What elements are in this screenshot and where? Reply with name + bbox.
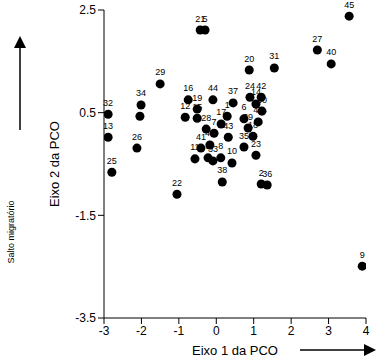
- svg-text:4: 4: [137, 100, 142, 110]
- svg-text:26: 26: [132, 132, 142, 142]
- svg-text:45: 45: [344, 0, 354, 10]
- svg-text:-2: -2: [136, 324, 147, 338]
- svg-text:10: 10: [227, 146, 237, 156]
- svg-text:Eixo 1 da PCO: Eixo 1 da PCO: [192, 343, 278, 357]
- svg-text:3: 3: [325, 324, 332, 338]
- svg-text:18: 18: [248, 120, 258, 130]
- svg-text:-1: -1: [174, 324, 185, 338]
- svg-text:32: 32: [103, 98, 113, 108]
- svg-text:29: 29: [155, 67, 165, 77]
- svg-text:12: 12: [180, 101, 190, 111]
- svg-text:20: 20: [244, 54, 254, 64]
- svg-text:36: 36: [262, 169, 272, 179]
- svg-text:0.5: 0.5: [79, 106, 96, 120]
- svg-text:2: 2: [288, 324, 295, 338]
- svg-text:30: 30: [257, 95, 267, 105]
- svg-text:8: 8: [218, 141, 223, 151]
- svg-text:11: 11: [190, 142, 199, 152]
- svg-text:46: 46: [205, 128, 215, 138]
- svg-text:17: 17: [216, 107, 226, 117]
- svg-text:Salto migratório: Salto migratório: [8, 200, 16, 263]
- svg-text:13: 13: [103, 121, 113, 131]
- svg-text:15: 15: [192, 102, 202, 112]
- svg-text:4: 4: [363, 324, 370, 338]
- svg-text:37: 37: [228, 86, 238, 96]
- svg-text:40: 40: [326, 47, 336, 57]
- svg-text:33: 33: [208, 144, 218, 154]
- svg-text:25: 25: [107, 156, 117, 166]
- svg-text:0: 0: [213, 324, 220, 338]
- svg-text:44: 44: [208, 83, 218, 93]
- svg-text:-3.5: -3.5: [75, 311, 96, 325]
- svg-text:7: 7: [212, 117, 217, 127]
- svg-text:1: 1: [250, 324, 257, 338]
- svg-text:31: 31: [269, 51, 279, 61]
- svg-text:9: 9: [360, 250, 365, 260]
- svg-text:43: 43: [223, 121, 233, 131]
- svg-text:-3: -3: [99, 324, 110, 338]
- svg-text:22: 22: [172, 178, 182, 188]
- svg-text:34: 34: [136, 88, 146, 98]
- svg-text:-1.5: -1.5: [75, 209, 96, 223]
- svg-text:Eixo 2 da PCO: Eixo 2 da PCO: [47, 121, 62, 207]
- svg-text:28: 28: [201, 113, 211, 123]
- svg-text:2.5: 2.5: [79, 3, 96, 17]
- svg-text:38: 38: [217, 165, 227, 175]
- svg-text:5: 5: [203, 14, 208, 24]
- svg-text:47: 47: [253, 105, 263, 115]
- svg-text:35: 35: [239, 131, 249, 141]
- svg-text:23: 23: [251, 139, 261, 149]
- svg-text:27: 27: [312, 34, 322, 44]
